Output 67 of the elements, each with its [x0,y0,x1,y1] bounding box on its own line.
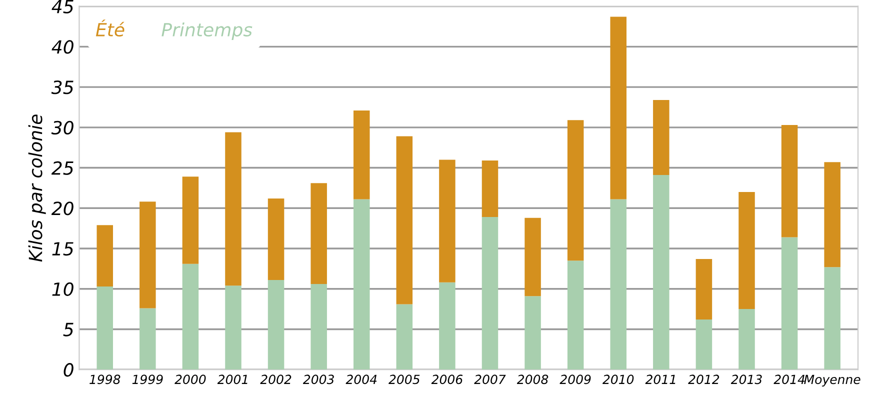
bar [482,160,498,218]
bar [653,175,670,370]
y-tick-label: 20 [51,202,74,216]
x-tick-label: 2004 [346,374,377,384]
bar [567,260,584,370]
y-tick-label: 30 [51,120,74,135]
bar [353,110,370,200]
x-tick-label: 2002 [260,374,292,384]
bar [96,225,114,286]
bar [396,304,413,370]
bar [182,264,199,370]
x-tick-label: 2008 [516,374,548,384]
x-tick-label: 2011 [645,374,676,384]
x-tick-label: 2000 [174,374,206,384]
y-tick-label: 40 [52,40,74,54]
y-tick-label: 5 [63,322,74,336]
bar [96,286,114,370]
bar [225,132,242,286]
text: Été [96,20,124,37]
bar [310,284,327,370]
bar [696,258,712,320]
x-tick-label: 2003 [302,374,334,384]
y-tick-label: 25 [51,161,74,175]
y-tick-label: 45 [52,0,74,14]
x-tick-label: 2006 [431,374,463,384]
x-tick-label: 2007 [474,374,506,384]
bar [738,309,755,370]
bar [140,308,156,370]
x-tick-label: 2014 [774,374,805,384]
bar [696,320,712,370]
text: Printemps [162,22,252,40]
y-tick-label: 15 [52,242,74,256]
x-tick-label: Moyenne [804,374,860,387]
bar [353,199,370,370]
y-tick-label: 35 [51,80,74,94]
x-tick-label: 1999 [132,374,163,384]
x-tick-label: 1998 [90,374,120,384]
bar [610,199,626,370]
bar [824,267,840,370]
bar [310,183,327,284]
x-tick-label: 2010 [602,374,634,384]
bar [268,198,284,280]
y-tick-label: 0 [64,363,74,377]
bar [140,202,156,308]
bar [268,280,284,370]
bar [738,192,755,310]
bar [396,136,413,304]
x-tick-label: 2012 [688,374,720,384]
bar [524,296,541,370]
bar [610,16,626,200]
bar [781,124,798,238]
bar [524,218,541,296]
x-tick-label: 2009 [560,374,591,384]
bar [182,176,199,264]
bar [439,282,456,370]
bar [824,162,840,268]
y-axis-title: Kilos par colonie [28,114,46,262]
bar [225,286,242,370]
x-tick-label: 2005 [388,374,420,384]
bar [482,217,498,370]
bar [567,120,584,261]
bar [653,100,670,176]
x-tick-label: 2013 [730,374,762,384]
x-tick-label: 2001 [217,374,248,384]
bar [439,160,456,282]
bar [781,237,798,370]
y-tick-label: 10 [52,282,74,296]
